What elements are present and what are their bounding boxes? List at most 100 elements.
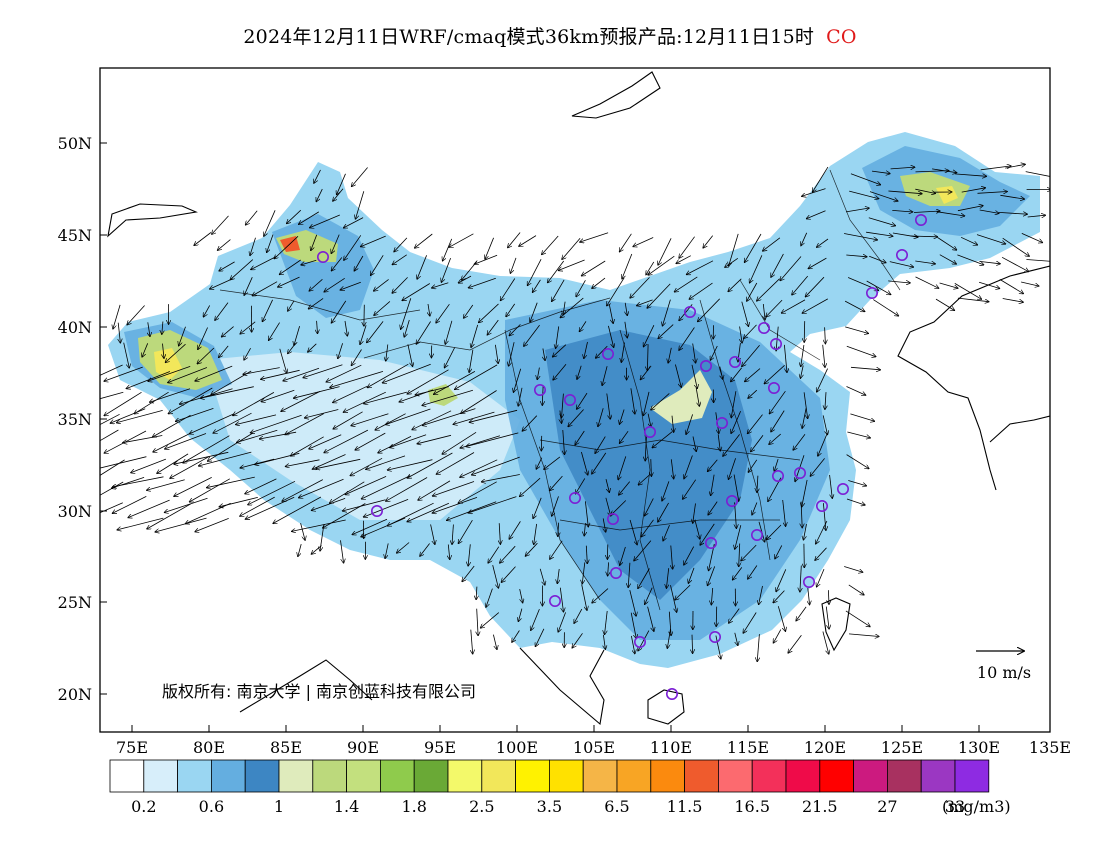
wind-arrow: [671, 545, 673, 570]
wind-arrow: [500, 278, 516, 301]
colorbar-swatch: [481, 759, 516, 793]
wind-arrow: [189, 478, 230, 502]
wind-arrow: [147, 503, 192, 529]
wind-arrow: [552, 279, 565, 302]
wind-arrow: [692, 634, 693, 654]
wind-arrow: [360, 325, 367, 344]
wind-arrow: [999, 279, 1024, 293]
wind-arrow: [638, 568, 650, 589]
station-marker: [683, 305, 696, 318]
wind-arrow: [317, 320, 318, 334]
wind-arrow: [309, 278, 323, 291]
wind-arrow: [355, 432, 386, 450]
wind-arrow: [637, 299, 653, 306]
station-marker: [609, 566, 622, 579]
lon-tick-label: 115E: [727, 738, 769, 757]
station-marker: [769, 337, 782, 350]
wind-arrow: [100, 429, 119, 442]
wind-arrow: [759, 585, 763, 605]
wind-arrow: [552, 496, 559, 516]
wind-arrow: [203, 305, 211, 317]
wind-arrow: [434, 371, 476, 394]
colorbar-swatch: [447, 759, 483, 793]
wind-arrow: [128, 499, 170, 517]
wind-arrow: [418, 480, 451, 500]
wind-arrow: [367, 321, 384, 342]
wind-arrow: [747, 282, 758, 301]
wind-arrow: [100, 459, 125, 476]
wind-arrow: [420, 543, 430, 557]
station-markers: [316, 214, 927, 700]
wind-arrow: [801, 345, 805, 367]
wind-arrow: [338, 343, 343, 359]
wind-arrow: [455, 364, 498, 390]
wind-arrow: [640, 365, 652, 380]
wind-arrow: [932, 168, 957, 173]
wind-arrow: [458, 275, 472, 283]
wind-arrow: [557, 568, 559, 584]
wind-arrow: [711, 474, 715, 496]
wind-arrow: [630, 388, 635, 414]
wind-arrow: [607, 277, 625, 306]
wind-arrow: [386, 477, 428, 502]
wind-arrow: [556, 326, 560, 348]
wind-arrow: [581, 260, 606, 276]
wind-arrow: [233, 392, 275, 415]
wind-arrow: [748, 389, 758, 398]
wind-arrow: [592, 277, 606, 288]
wind-arrow: [800, 565, 801, 593]
station-marker: [757, 321, 770, 334]
wind-arrow: [793, 433, 806, 450]
wind-arrow: [150, 388, 191, 402]
wind-arrow: [518, 608, 523, 622]
wind-arrow: [976, 234, 1006, 244]
wind-arrow: [868, 217, 896, 226]
wind-arrow: [939, 282, 958, 288]
wind-arrow: [267, 234, 274, 253]
colorbar-swatch: [515, 759, 550, 793]
wind-arrow: [679, 327, 695, 351]
hotspot-northeast-core: [936, 186, 958, 204]
wind-arrow: [340, 540, 344, 563]
wind-arrow: [283, 367, 320, 381]
wind-arrow: [443, 238, 453, 261]
wind-arrow: [287, 209, 302, 223]
wind-arrow: [698, 298, 720, 322]
wind-arrow: [910, 236, 938, 237]
wind-arrow: [262, 299, 273, 322]
wind-arrow: [261, 389, 295, 401]
colorbar-swatch: [684, 759, 719, 793]
wind-arrow: [584, 341, 588, 359]
wind-arrow: [686, 260, 714, 275]
wind-arrow: [771, 253, 784, 277]
wind-arrow: [354, 255, 364, 271]
wind-arrow: [310, 214, 340, 228]
wind-arrow: [351, 413, 389, 426]
wind-arrow: [582, 562, 586, 584]
wind-arrow: [323, 503, 366, 529]
wind-arrow: [644, 498, 654, 516]
wind-arrow: [769, 390, 786, 414]
wind-arrow: [767, 524, 782, 540]
colorbar-swatch: [210, 759, 246, 793]
wind-arrow: [207, 432, 254, 461]
wind-arrow: [179, 388, 233, 405]
wind-arrow: [823, 503, 826, 530]
wind-arrow: [385, 543, 389, 558]
wind-arrow: [194, 232, 212, 246]
wind-arrow: [333, 188, 344, 202]
title-main: 2024年12月11日WRF/cmaq模式36km预报产品:12月11日15时: [243, 26, 815, 48]
wind-arrow: [331, 257, 343, 271]
wind-arrow: [230, 259, 254, 280]
wind-arrow: [179, 326, 186, 346]
wind-arrow: [174, 477, 212, 496]
wind-arrow: [850, 413, 874, 421]
wind-arrow: [264, 210, 276, 236]
wind-arrow: [352, 518, 388, 534]
wind-arrow: [487, 319, 499, 335]
map-frame: [99, 67, 1051, 733]
colorbar-swatch: [109, 759, 145, 793]
wind-arrow: [645, 587, 653, 605]
wind-arrow: [123, 342, 130, 368]
wind-arrow: [273, 496, 322, 524]
